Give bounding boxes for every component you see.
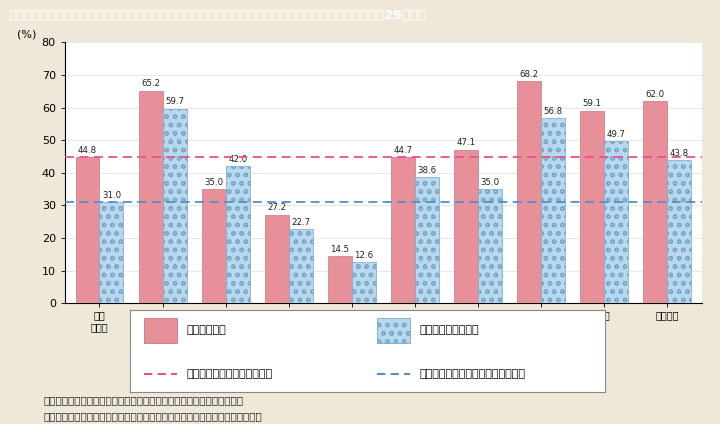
Bar [163, 109, 186, 303]
Text: 68.2: 68.2 [520, 70, 539, 78]
Text: 59.7: 59.7 [165, 97, 184, 106]
Text: 22.7: 22.7 [291, 218, 310, 227]
Bar [478, 189, 502, 303]
Text: 27.2: 27.2 [267, 203, 287, 212]
Text: 62.0: 62.0 [646, 90, 665, 99]
Text: 35.0: 35.0 [204, 178, 223, 187]
Bar [667, 160, 691, 303]
Bar [289, 229, 312, 303]
Bar [352, 262, 376, 303]
Text: 12.6: 12.6 [354, 251, 374, 260]
Text: 47.1: 47.1 [456, 138, 476, 148]
Bar [644, 101, 667, 303]
Bar [454, 150, 478, 303]
Text: Ｉ－５－４図　大学（学部）及び大学院（修士課程）学生に占める女子学生の割合　（専攻分野別，平成29年度）: Ｉ－５－４図 大学（学部）及び大学院（修士課程）学生に占める女子学生の割合 （専… [9, 9, 427, 22]
Text: （備考）１．文部科学省「学校基本調査」（平成２９年度）より作成。: （備考）１．文部科学省「学校基本調査」（平成２９年度）より作成。 [43, 396, 243, 406]
Text: 大学院（修士課程）: 大学院（修士課程） [420, 325, 479, 335]
Bar [377, 318, 410, 343]
Bar [225, 166, 250, 303]
Bar [604, 141, 628, 303]
Bar [517, 81, 541, 303]
Bar [76, 157, 99, 303]
Bar [144, 318, 177, 343]
Bar [391, 157, 415, 303]
Bar [328, 256, 352, 303]
Bar [99, 202, 123, 303]
Text: 14.5: 14.5 [330, 245, 349, 254]
Bar [415, 177, 439, 303]
Text: 44.8: 44.8 [78, 146, 97, 155]
Text: ２．その他等は「商船」，「家政」，「芸術」及び「その他」の合計。: ２．その他等は「商船」，「家政」，「芸術」及び「その他」の合計。 [43, 411, 262, 421]
Text: 43.8: 43.8 [670, 149, 689, 158]
Text: 49.7: 49.7 [607, 130, 626, 139]
Text: 38.6: 38.6 [418, 166, 436, 175]
Bar [541, 118, 565, 303]
Text: 専攻分野計（大学院（修士課程））: 専攻分野計（大学院（修士課程）） [420, 369, 526, 379]
Text: 42.0: 42.0 [228, 155, 247, 164]
Bar [139, 91, 163, 303]
Bar [265, 215, 289, 303]
Text: 31.0: 31.0 [102, 191, 121, 200]
Text: 59.1: 59.1 [582, 99, 602, 108]
Bar [202, 189, 225, 303]
Text: (%): (%) [17, 30, 37, 40]
Bar [580, 111, 604, 303]
Text: 専攻分野計（大学（学部））: 専攻分野計（大学（学部）） [186, 369, 273, 379]
Text: 44.7: 44.7 [393, 146, 413, 155]
Text: 65.2: 65.2 [141, 79, 160, 88]
Text: 大学（学部）: 大学（学部） [186, 325, 226, 335]
Text: 35.0: 35.0 [480, 178, 500, 187]
Text: 56.8: 56.8 [544, 107, 562, 116]
